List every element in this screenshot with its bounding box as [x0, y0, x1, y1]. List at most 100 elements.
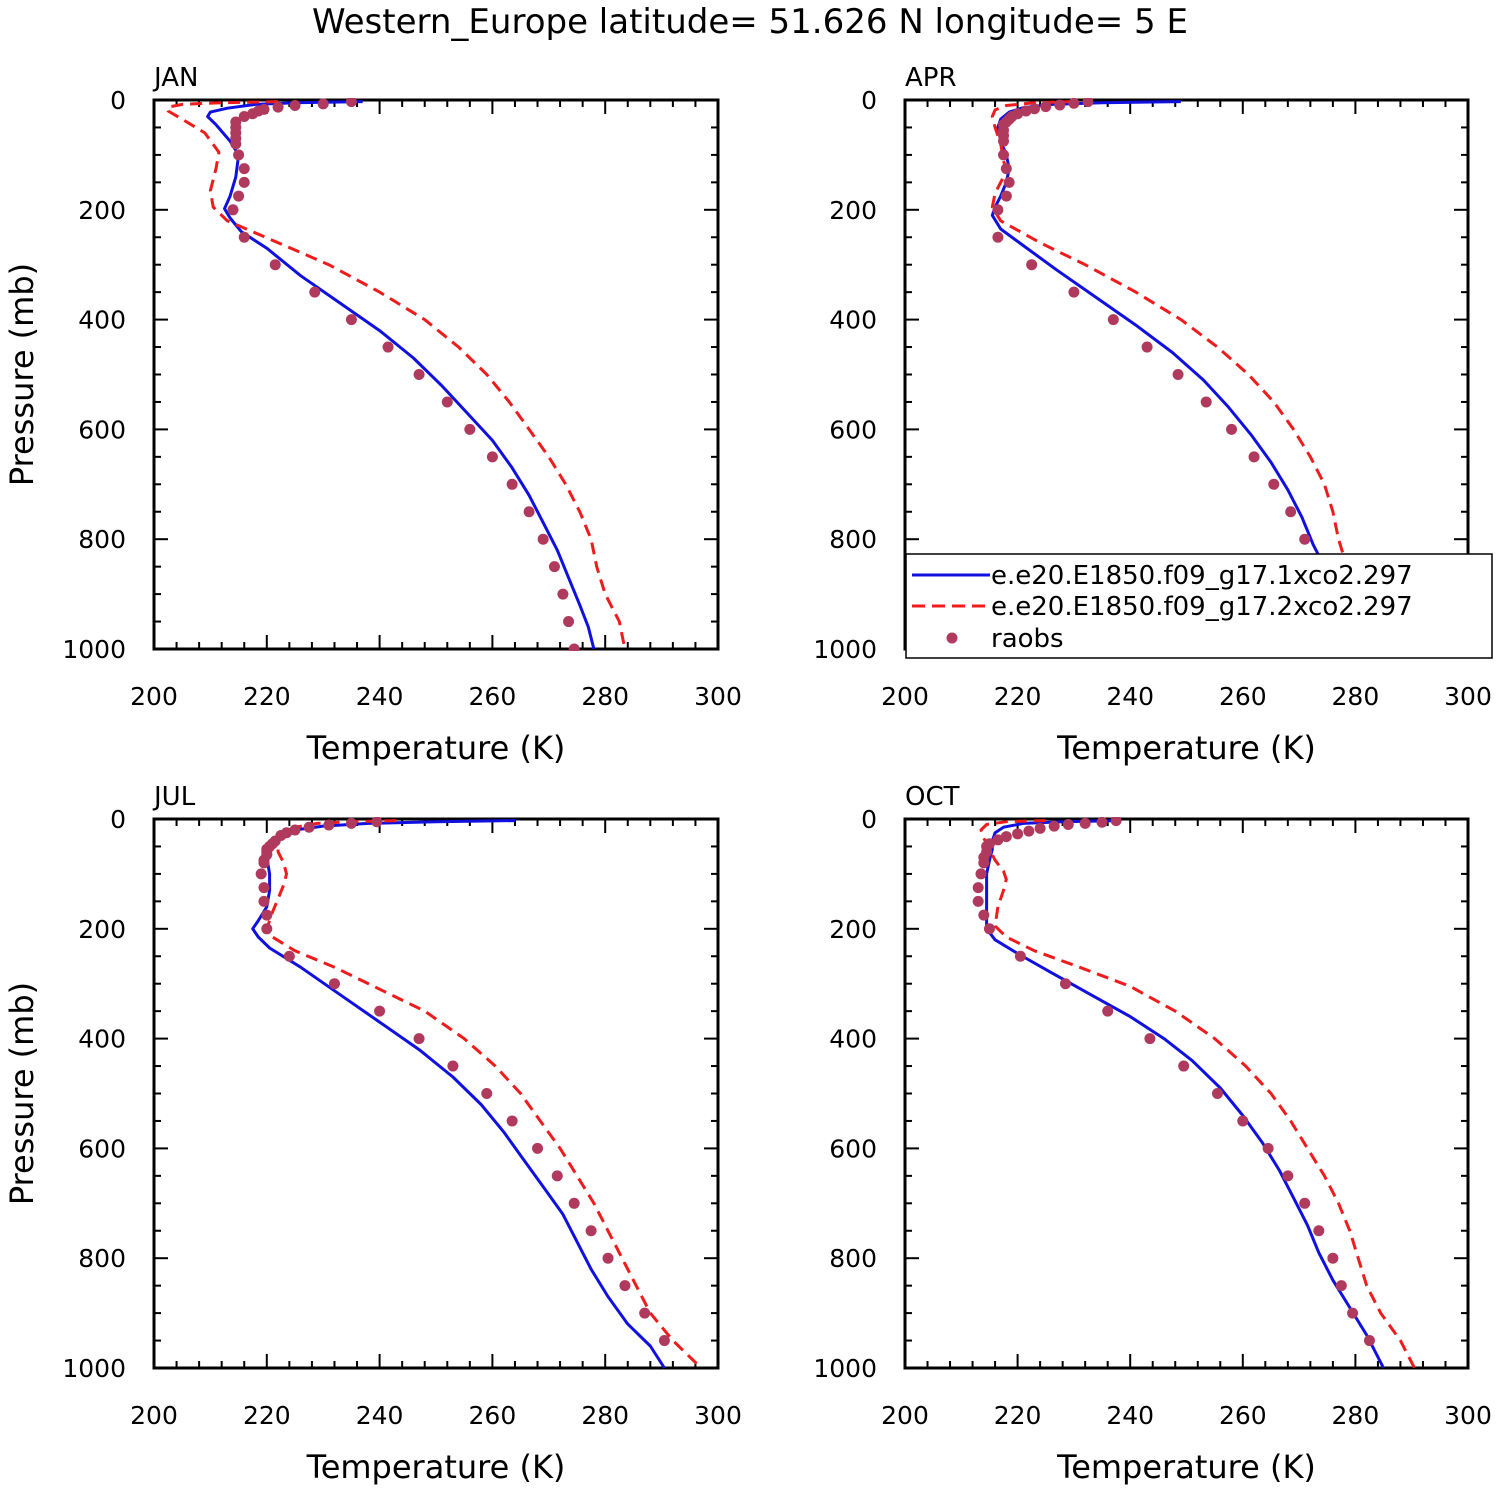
- panel-jul: JUL 200 220 240 260 280 300 0 200 400 600 800 1000 Te…: [3, 782, 742, 1486]
- y-tick-label: 400: [829, 1025, 877, 1054]
- x-tick-label: 240: [1106, 1401, 1154, 1430]
- y-tick-label: 0: [861, 805, 877, 834]
- raobs-point: [1299, 1197, 1311, 1209]
- raobs-point: [1141, 341, 1153, 353]
- raobs-point: [1248, 451, 1260, 463]
- raobs-point: [1285, 506, 1297, 518]
- raobs-point: [238, 176, 250, 188]
- raobs-point: [447, 1060, 459, 1072]
- x-tick-label: 260: [1219, 1401, 1267, 1430]
- series-group-jul: [251, 817, 703, 1370]
- x-axis-label-jan: Temperature (K): [306, 729, 566, 767]
- raobs-point: [283, 950, 295, 962]
- raobs-point: [537, 533, 549, 545]
- x-tick-label: 240: [356, 1401, 404, 1430]
- panel-label-jan: JAN: [152, 63, 198, 93]
- raobs-point: [1023, 825, 1035, 837]
- x-tick-label: 220: [994, 682, 1042, 711]
- series-2xco2-line: [979, 819, 1416, 1369]
- raobs-point: [227, 204, 239, 216]
- raobs-point: [413, 369, 425, 380]
- x-tick-label: 300: [1444, 1401, 1492, 1430]
- raobs-point: [1096, 817, 1108, 828]
- raobs-point: [1327, 1252, 1339, 1264]
- raobs-point: [972, 895, 984, 907]
- raobs-point: [1000, 163, 1012, 175]
- raobs-point: [481, 1088, 493, 1099]
- legend-label-1xco2: e.e20.E1850.f09_g17.1xco2.297: [991, 561, 1413, 591]
- x-tick-label: 200: [130, 1401, 178, 1430]
- raobs-point: [289, 99, 301, 111]
- raobs-point: [1237, 1115, 1249, 1127]
- x-tick-label: 260: [1219, 682, 1267, 711]
- figure-title: Western_Europe latitude= 51.626 N longit…: [312, 2, 1188, 42]
- series-1xco2-line: [206, 100, 596, 650]
- raobs-point: [289, 824, 301, 836]
- y-tick-label: 1000: [813, 635, 877, 664]
- x-tick-label: 200: [130, 682, 178, 711]
- series-group-jan: [166, 98, 627, 651]
- raobs-point: [345, 98, 357, 108]
- legend-label-2xco2: e.e20.E1850.f09_g17.2xco2.297: [991, 592, 1413, 622]
- raobs-point: [1107, 314, 1119, 326]
- raobs-point: [382, 341, 394, 353]
- series-group-apr: [990, 98, 1399, 650]
- y-tick-label: 200: [829, 915, 877, 944]
- raobs-point: [238, 110, 250, 122]
- y-tick-label: 200: [78, 915, 126, 944]
- raobs-point: [1082, 98, 1094, 108]
- y-axis-label-jan: Pressure (mb): [3, 263, 41, 486]
- raobs-point: [1282, 1170, 1294, 1182]
- raobs-point: [1262, 1142, 1274, 1154]
- x-axis-label-apr: Temperature (K): [1056, 729, 1316, 767]
- x-tick-label: 300: [694, 1401, 742, 1430]
- raobs-point: [1034, 822, 1046, 834]
- raobs-point: [1347, 1307, 1359, 1319]
- raobs-point: [972, 882, 984, 894]
- raobs-point: [238, 231, 250, 243]
- raobs-point: [1363, 1335, 1375, 1347]
- raobs-point: [1000, 831, 1012, 843]
- raobs-point: [413, 1033, 425, 1045]
- raobs-point: [1068, 98, 1080, 109]
- y-tick-label: 600: [829, 1134, 877, 1163]
- raobs-point: [978, 909, 990, 921]
- raobs-point: [233, 149, 245, 161]
- raobs-point: [1335, 1280, 1347, 1292]
- raobs-point: [1040, 101, 1052, 113]
- raobs-point: [255, 868, 267, 880]
- raobs-point: [1200, 396, 1212, 408]
- raobs-point: [269, 259, 281, 271]
- y-tick-label: 600: [78, 415, 126, 444]
- raobs-point: [374, 1005, 386, 1017]
- raobs-point: [1059, 978, 1071, 990]
- raobs-point: [1028, 103, 1040, 115]
- y-axis-label-jul: Pressure (mb): [3, 982, 41, 1205]
- x-axis-label-jul: Temperature (K): [306, 1448, 566, 1486]
- raobs-point: [230, 138, 242, 150]
- y-tick-label: 0: [110, 86, 126, 115]
- x-axis-label-oct: Temperature (K): [1056, 1448, 1316, 1486]
- raobs-point: [323, 819, 335, 831]
- raobs-point: [233, 190, 245, 202]
- raobs-point: [345, 817, 357, 829]
- legend-box: [905, 553, 1493, 659]
- raobs-point: [563, 616, 575, 628]
- x-tick-label: 200: [881, 1401, 929, 1430]
- raobs-point: [1003, 176, 1015, 188]
- raobs-point: [602, 1252, 614, 1264]
- raobs-point: [258, 882, 270, 894]
- raobs-point: [992, 204, 1004, 216]
- raobs-point: [639, 1307, 651, 1319]
- raobs-point: [258, 857, 270, 869]
- y-tick-label: 600: [829, 415, 877, 444]
- series-1xco2-line: [251, 819, 666, 1369]
- raobs-point: [1079, 817, 1091, 829]
- y-tick-label: 0: [110, 805, 126, 834]
- y-tick-label: 400: [829, 306, 877, 335]
- panel-label-jul: JUL: [152, 782, 196, 812]
- raobs-point: [371, 817, 383, 828]
- raobs-point: [1000, 190, 1012, 202]
- series-group-oct: [972, 817, 1416, 1369]
- x-tick-label: 260: [469, 1401, 517, 1430]
